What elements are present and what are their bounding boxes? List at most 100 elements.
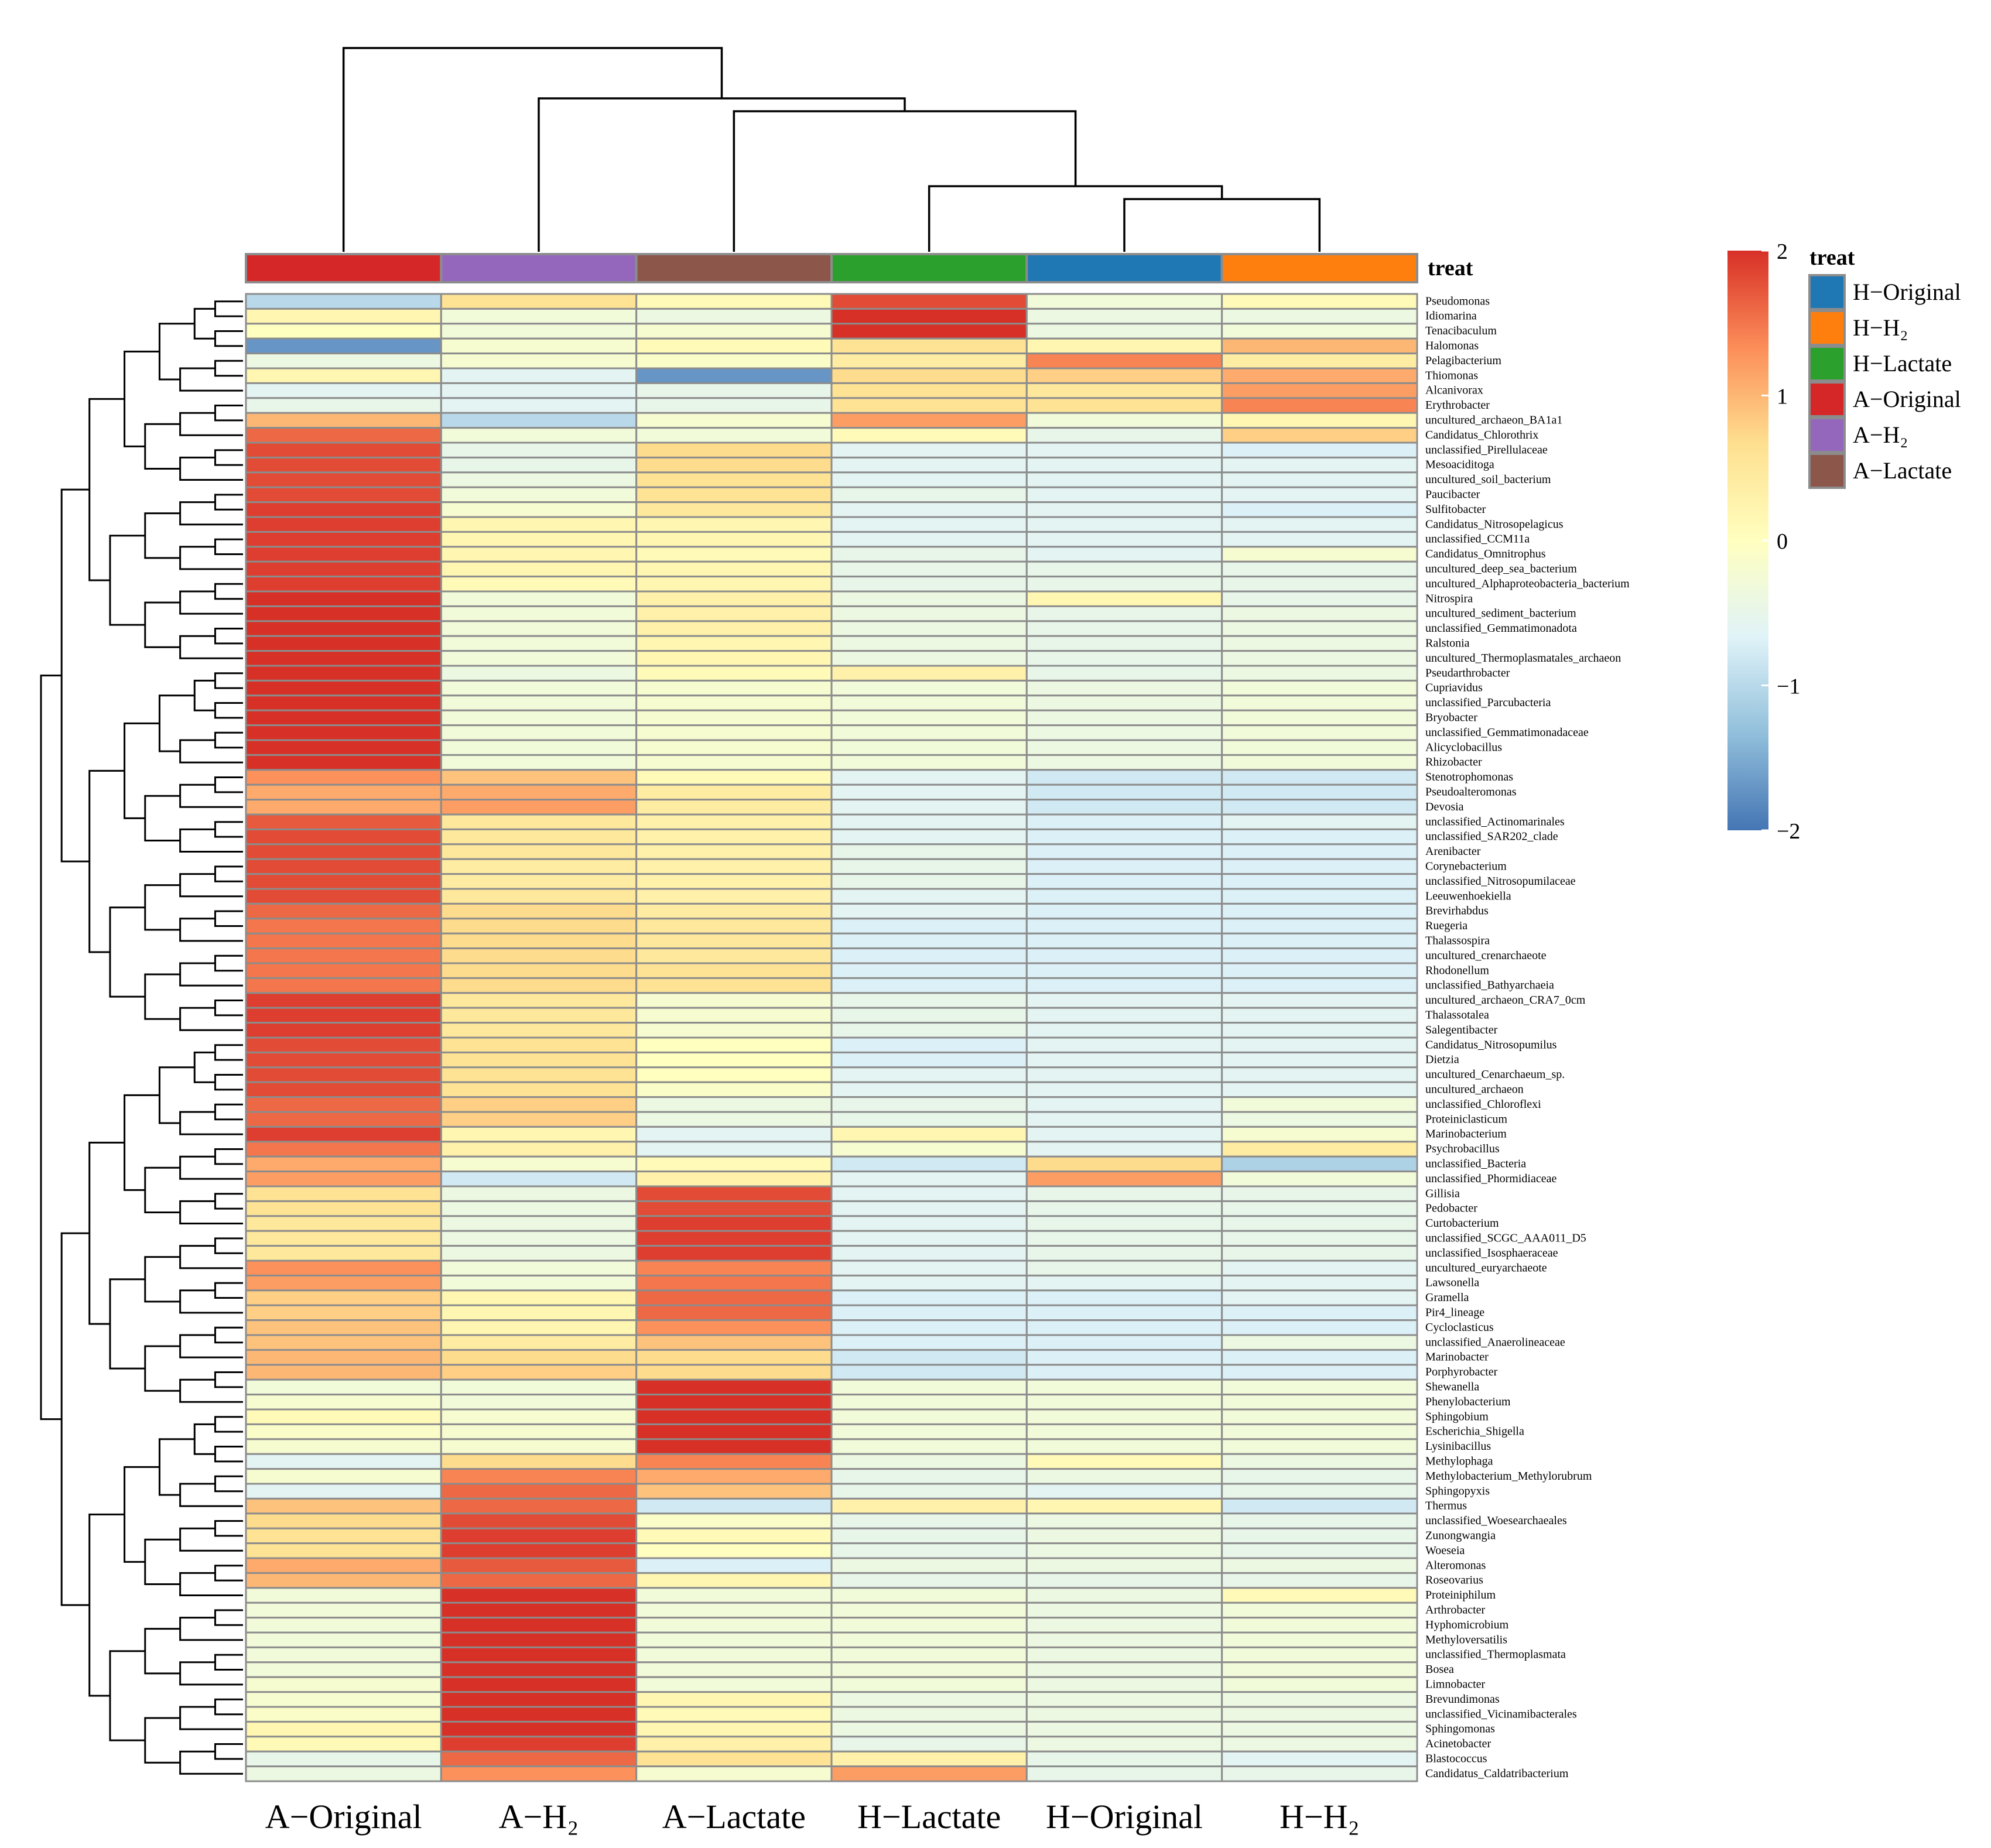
heatmap-cell <box>1221 1155 1418 1173</box>
column-label-4: H−Original <box>1046 1798 1203 1836</box>
heatmap-cell <box>830 1274 1028 1292</box>
heatmap-cell <box>635 1096 833 1113</box>
row-label: Alteromonas <box>1425 1559 1486 1572</box>
heatmap-cell <box>635 1408 833 1425</box>
row-dendrogram-link <box>179 1617 243 1641</box>
heatmap-cell <box>440 1364 638 1381</box>
heatmap-cell <box>440 323 638 340</box>
heatmap-cell <box>1221 1512 1418 1529</box>
row-label: Candidatus_Nitrosopelagicus <box>1425 518 1564 531</box>
heatmap-cell <box>1221 1706 1418 1723</box>
heatmap-cell <box>440 1617 638 1634</box>
annotation-legend-swatch <box>1808 345 1846 382</box>
heatmap-cell <box>1221 1022 1418 1039</box>
annotation-legend-label: A−Original <box>1853 386 1961 412</box>
column-label-1: A−H₂ <box>499 1798 579 1836</box>
row-label: Alcanivorax <box>1425 384 1483 397</box>
heatmap-cell <box>1025 1512 1223 1529</box>
heatmap-cell <box>1221 382 1418 399</box>
heatmap-cell <box>1221 799 1418 816</box>
row-label: Ralstonia <box>1425 636 1470 649</box>
heatmap-cell <box>1221 650 1418 667</box>
heatmap-cell <box>1221 442 1418 458</box>
annotation-legend-label: H−Original <box>1853 279 1961 305</box>
row-dendrogram-link <box>179 739 243 764</box>
heatmap-cell <box>830 605 1028 622</box>
row-dendrogram-link <box>109 1278 145 1370</box>
row-dendrogram-link <box>124 1466 160 1563</box>
heatmap-cell <box>1221 902 1418 920</box>
heatmap-cell <box>440 590 638 607</box>
heatmap-cell <box>1025 1125 1223 1143</box>
heatmap-cell <box>440 1304 638 1322</box>
heatmap-cell <box>830 367 1028 384</box>
heatmap-cell <box>1221 1260 1418 1277</box>
heatmap-cell <box>1025 412 1223 429</box>
heatmap-cell <box>245 769 442 786</box>
heatmap-cell <box>635 1706 833 1723</box>
heatmap-cell <box>635 1765 833 1782</box>
heatmap-cell <box>245 1676 442 1693</box>
heatmap-cell <box>1025 471 1223 488</box>
heatmap-cell <box>1221 962 1418 979</box>
heatmap-cell <box>635 1200 833 1217</box>
row-label: Salegentibacter <box>1425 1024 1498 1036</box>
heatmap-cell <box>635 1438 833 1455</box>
heatmap-cell <box>1025 486 1223 504</box>
heatmap-cell <box>830 1171 1028 1187</box>
row-label: Escherichia_Shigella <box>1425 1425 1524 1438</box>
heatmap-cell <box>245 1007 442 1024</box>
heatmap-cell <box>830 590 1028 607</box>
heatmap-cell <box>635 307 833 325</box>
row-label: Curtobacterium <box>1425 1217 1499 1230</box>
heatmap-cell <box>830 1706 1028 1723</box>
heatmap-cell <box>635 546 833 563</box>
heatmap-cell <box>1221 1676 1418 1693</box>
heatmap-cell <box>440 932 638 950</box>
row-label: unclassified_CCM11a <box>1425 533 1530 546</box>
row-label: Thalassospira <box>1425 934 1490 947</box>
heatmap-cell <box>1221 1364 1418 1381</box>
heatmap-cell <box>830 1736 1028 1753</box>
heatmap-cell <box>635 1289 833 1306</box>
heatmap-cell <box>440 1096 638 1113</box>
heatmap-cell <box>440 739 638 756</box>
heatmap-cell <box>635 1081 833 1098</box>
heatmap-cell <box>635 1720 833 1738</box>
heatmap-cell <box>1025 1646 1223 1664</box>
heatmap-cell <box>830 293 1028 310</box>
heatmap-cell <box>440 888 638 905</box>
column-label-0: A−Original <box>265 1798 422 1836</box>
heatmap-cell <box>1025 353 1223 369</box>
row-label: uncultured_Cenarchaeum_sp. <box>1425 1068 1565 1081</box>
row-label: Psychrobacillus <box>1425 1142 1500 1155</box>
heatmap-cell <box>635 1587 833 1604</box>
heatmap-cell <box>1025 560 1223 578</box>
row-dendrogram-link <box>144 1166 180 1213</box>
column-label-3: H−Lactate <box>857 1798 1001 1836</box>
heatmap-cell <box>1025 1274 1223 1292</box>
heatmap-cell <box>635 665 833 682</box>
heatmap-cell <box>635 650 833 667</box>
heatmap-cell <box>830 992 1028 1009</box>
row-dendrogram-link <box>144 601 180 648</box>
row-dendrogram-link <box>144 795 180 841</box>
heatmap-cell <box>635 620 833 637</box>
heatmap-cell <box>245 1483 442 1500</box>
row-label: Ruegeria <box>1425 919 1467 932</box>
heatmap-cell <box>245 1141 442 1158</box>
heatmap-cell <box>1221 1289 1418 1306</box>
heatmap-cell <box>1221 531 1418 548</box>
row-label: Arthrobacter <box>1425 1603 1486 1616</box>
heatmap-cell <box>440 382 638 399</box>
heatmap-cell <box>440 1750 638 1768</box>
row-dendrogram-link <box>144 1717 180 1764</box>
heatmap-cell <box>1221 1423 1418 1440</box>
heatmap-cell <box>245 605 442 622</box>
heatmap-cell <box>830 888 1028 905</box>
heatmap-cell <box>440 1483 638 1500</box>
heatmap-cell <box>830 1155 1028 1173</box>
heatmap-cell <box>1221 828 1418 846</box>
heatmap-cell <box>440 1572 638 1589</box>
heatmap-cell <box>1221 471 1418 488</box>
